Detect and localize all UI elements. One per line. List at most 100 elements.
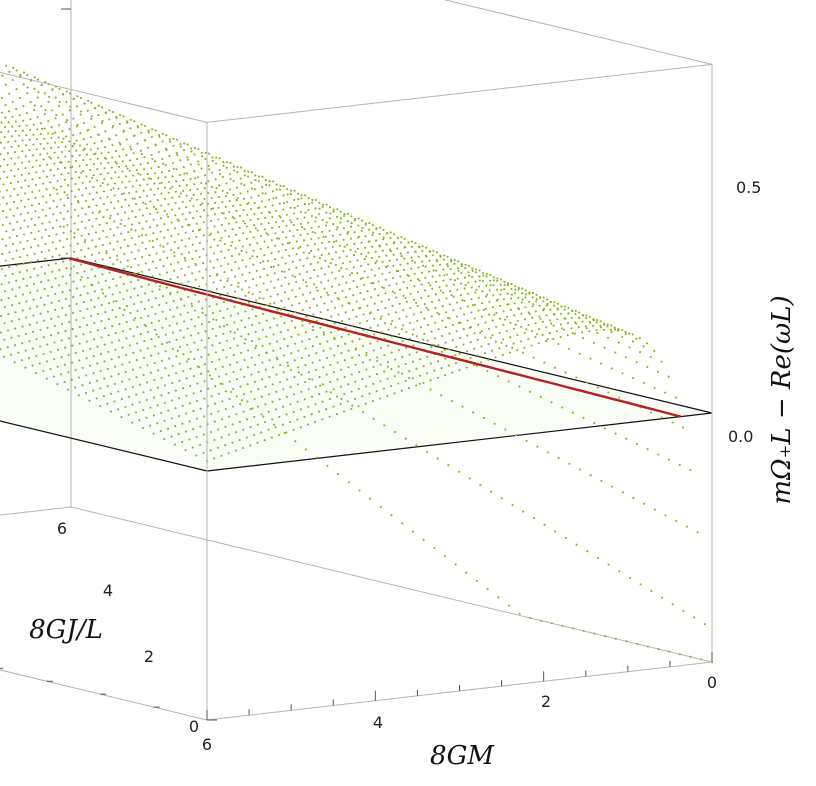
surface-point (574, 312, 577, 316)
surface-point (386, 365, 389, 368)
surface-point (525, 439, 528, 442)
surface-point (315, 335, 318, 338)
surface-point (317, 225, 320, 228)
surface-point (358, 354, 361, 357)
surface-point (424, 265, 427, 268)
surface-point (288, 229, 291, 233)
surface-point (4, 83, 7, 86)
surface-point (11, 272, 14, 275)
surface-point (473, 332, 476, 335)
surface-point (347, 366, 350, 369)
surface-point (435, 251, 438, 254)
surface-point (443, 349, 446, 352)
surface-point (87, 247, 90, 250)
surface-point (115, 162, 118, 165)
surface-point (112, 248, 115, 251)
surface-point (595, 321, 598, 324)
surface-point (34, 224, 37, 227)
surface-point (186, 172, 189, 175)
surface-point (199, 425, 202, 428)
surface-point (196, 348, 200, 351)
surface-point (361, 219, 364, 222)
surface-point (512, 327, 516, 330)
surface-point (250, 181, 253, 184)
surface-point (31, 364, 34, 367)
surface-point (389, 250, 392, 253)
surface-point (362, 313, 365, 316)
surface-point (404, 363, 407, 366)
surface-point (4, 244, 8, 247)
surface-point (189, 199, 192, 202)
surface-point (344, 326, 347, 329)
surface-point (212, 266, 215, 269)
surface-point (321, 383, 325, 386)
surface-point (376, 340, 379, 343)
surface-point (171, 364, 174, 367)
surface-point (137, 235, 141, 238)
surface-point (390, 351, 393, 354)
surface-point (411, 333, 414, 336)
surface-point (1, 223, 4, 227)
surface-point (98, 251, 101, 255)
surface-point (653, 508, 656, 511)
surface-point (202, 451, 205, 455)
surface-point (255, 284, 258, 287)
box-edge (206, 63, 713, 123)
surface-point (0, 267, 3, 270)
surface-point (513, 292, 516, 295)
surface-point (24, 155, 27, 158)
surface-point (78, 176, 81, 179)
surface-point (470, 298, 473, 301)
surface-point (407, 387, 411, 390)
surface-point (549, 301, 552, 304)
surface-point (54, 131, 57, 134)
surface-point (372, 282, 375, 285)
surface-point (300, 390, 303, 393)
surface-point (559, 336, 562, 339)
surface-point (548, 332, 551, 335)
surface-point (46, 163, 49, 166)
surface-point (0, 111, 3, 114)
surface-point (168, 169, 171, 173)
surface-point (638, 337, 641, 340)
surface-point (375, 260, 378, 263)
surface-point (397, 382, 400, 385)
surface-point (342, 250, 345, 253)
surface-point (103, 327, 107, 330)
surface-point (228, 397, 231, 401)
surface-point (11, 78, 15, 82)
surface-point (408, 353, 411, 356)
surface-point (520, 312, 523, 315)
surface-point (91, 225, 94, 228)
surface-point (265, 232, 268, 235)
surface-point (481, 290, 484, 293)
surface-point (632, 377, 635, 380)
surface-point (146, 162, 149, 165)
surface-point (293, 198, 296, 201)
surface-point (311, 378, 314, 381)
surface-point (585, 381, 589, 384)
surface-point (233, 321, 236, 324)
surface-point (198, 270, 201, 273)
surface-point (130, 265, 133, 269)
surface-point (242, 232, 245, 235)
surface-point (6, 163, 9, 167)
surface-point (234, 247, 237, 250)
surface-point (596, 556, 600, 559)
surface-point (152, 205, 156, 208)
surface-point (201, 276, 204, 279)
surface-point (147, 314, 150, 317)
surface-point (223, 242, 227, 245)
surface-point (127, 395, 131, 398)
surface-point (286, 242, 289, 245)
surface-point (390, 368, 393, 371)
surface-point (642, 381, 645, 385)
surface-point (251, 324, 254, 327)
surface-point (275, 373, 278, 376)
surface-point (103, 157, 106, 160)
surface-point (639, 583, 642, 586)
surface-point (21, 150, 24, 153)
surface-point (199, 203, 202, 206)
surface-point (134, 215, 137, 219)
surface-point (557, 457, 560, 460)
